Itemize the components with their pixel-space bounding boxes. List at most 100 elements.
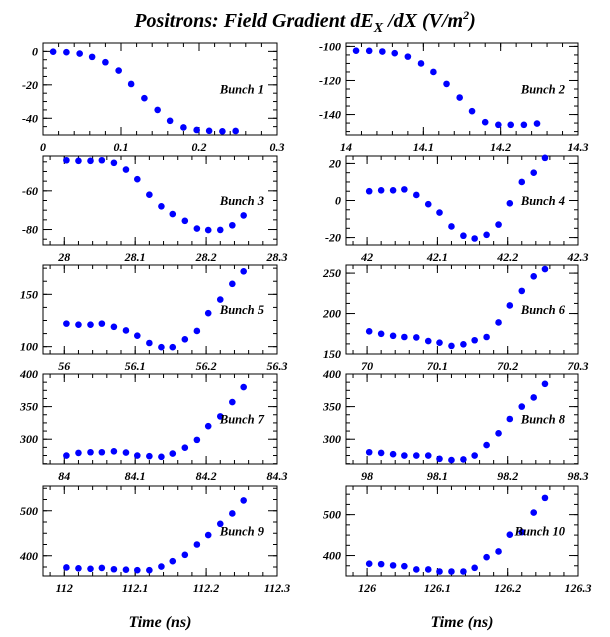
- data-point: [240, 267, 247, 275]
- data-point: [75, 157, 82, 165]
- data-point: [506, 199, 514, 207]
- data-point: [181, 336, 189, 343]
- data-point: [460, 340, 467, 348]
- data-point: [507, 121, 515, 129]
- data-point: [102, 58, 109, 66]
- y-tick-label: 300: [322, 432, 341, 446]
- panel-3: 28 28.1 28.2 28.3 -60 -80 Bunch 3: [22, 155, 288, 264]
- data-point: [448, 342, 455, 350]
- data-point: [49, 48, 57, 55]
- data-point: [530, 273, 538, 280]
- data-point: [158, 343, 165, 351]
- y-tick-label: 500: [323, 508, 341, 522]
- y-tick-label: -20: [22, 78, 38, 92]
- data-point: [413, 452, 420, 459]
- y-tick-label: -60: [22, 184, 38, 198]
- x-tick-label: 84.3: [267, 469, 288, 483]
- panels: 0 0.1 0.2 0.3 0 -20 -40 Bunch 1 14 14.1 14.2 14.3 -1…: [19, 39, 592, 595]
- plot-frame: [42, 373, 278, 465]
- data-point: [134, 452, 141, 459]
- data-point: [87, 157, 94, 165]
- data-point: [127, 80, 135, 88]
- data-point: [193, 126, 200, 134]
- data-point: [483, 333, 490, 341]
- data-point: [216, 226, 224, 234]
- data-point: [436, 339, 443, 346]
- y-tick-label: -100: [319, 39, 341, 53]
- data-point: [448, 223, 455, 230]
- bunch-label: Bunch 7: [219, 413, 265, 427]
- data-point: [448, 568, 455, 575]
- bunch-label: Bunch 6: [520, 303, 566, 317]
- data-point: [379, 48, 386, 55]
- data-point: [456, 94, 463, 101]
- bunch-label: Bunch 2: [520, 83, 565, 97]
- data-point: [506, 531, 514, 538]
- x-tick-label: 84.2: [196, 469, 217, 483]
- bunch-label: Bunch 1: [219, 83, 264, 97]
- data-point: [530, 169, 538, 176]
- data-point: [443, 80, 450, 88]
- data-point: [530, 394, 538, 401]
- data-point: [424, 452, 432, 459]
- panel-9: 112 112.1 112.2 112.3 500 400 Bunch 9: [19, 485, 290, 595]
- data-point: [424, 337, 432, 345]
- data-point: [424, 200, 432, 208]
- data-point: [87, 448, 94, 456]
- data-point: [471, 452, 478, 459]
- y-tick-label: 20: [328, 156, 341, 170]
- data-point: [413, 191, 420, 199]
- data-point: [389, 562, 397, 569]
- data-point: [193, 225, 201, 232]
- data-point: [413, 566, 420, 573]
- panel-4: 42 42.1 42.2 42.3 20 0 -20 Bunch 4: [325, 154, 589, 264]
- data-point: [495, 221, 502, 228]
- data-point: [204, 309, 212, 317]
- y-tick-label: 200: [322, 307, 341, 321]
- y-tick-label: 400: [322, 549, 341, 563]
- x-tick-label: 84: [58, 469, 70, 483]
- data-point: [533, 120, 541, 127]
- data-point: [169, 210, 177, 218]
- x-tick-label: 14.1: [413, 140, 434, 154]
- data-point: [166, 117, 174, 125]
- data-point: [229, 510, 236, 517]
- x-tick-label: 28: [57, 250, 70, 264]
- y-tick-label: 150: [323, 347, 341, 361]
- x-tick-label: 112.1: [122, 581, 148, 595]
- y-tick-label: 0: [32, 44, 38, 58]
- x-tick-label: 42: [360, 250, 373, 264]
- data-point: [401, 562, 408, 570]
- x-tick-label: 0.3: [270, 140, 285, 154]
- data-point: [389, 332, 397, 340]
- data-point: [122, 566, 130, 573]
- data-point: [87, 321, 94, 328]
- data-point: [181, 444, 189, 451]
- data-point: [436, 568, 443, 575]
- data-point: [240, 212, 247, 219]
- data-point: [146, 339, 153, 347]
- data-point: [63, 48, 70, 56]
- y-tick-label: -80: [22, 223, 38, 237]
- data-point: [204, 531, 212, 539]
- data-point: [365, 448, 373, 456]
- data-point: [98, 448, 106, 456]
- data-point: [75, 449, 82, 457]
- data-point: [63, 320, 70, 327]
- data-point: [98, 320, 106, 327]
- panel-8: 98 98.1 98.2 98.3 400 350 300 Bunch 8: [322, 367, 589, 483]
- x-tick-label: 0: [40, 140, 46, 154]
- data-point: [518, 403, 526, 410]
- data-point: [483, 441, 490, 449]
- x-tick-label: 112: [56, 581, 73, 595]
- data-point: [365, 187, 373, 195]
- y-tick-label: 100: [20, 340, 38, 354]
- data-point: [518, 178, 526, 186]
- data-point: [377, 187, 385, 194]
- data-point: [63, 564, 70, 571]
- data-point: [506, 415, 514, 423]
- data-point: [122, 449, 130, 456]
- data-point: [377, 560, 385, 568]
- y-tick-label: -120: [319, 73, 341, 87]
